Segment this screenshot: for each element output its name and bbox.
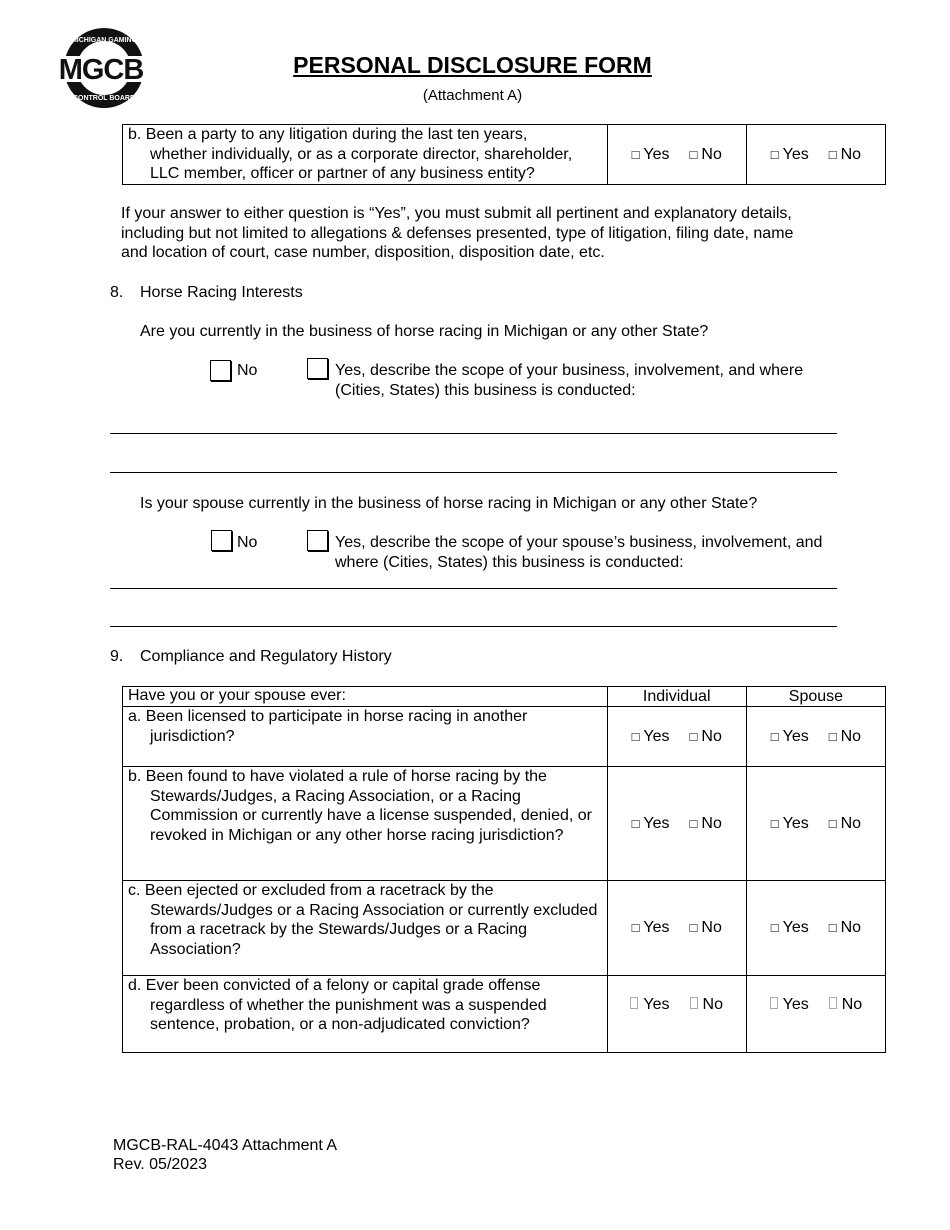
mgcb-logo: MGCB MICHIGAN GAMING CONTROL BOARD	[50, 28, 152, 108]
q1-yes-label: Yes, describe the scope of your business…	[335, 362, 804, 399]
question-text: Stewards/Judges, a Racing Association, o…	[150, 787, 593, 844]
question-text: b. Been found to have violated a rule of…	[128, 768, 547, 785]
spouse-yes-checkbox[interactable]: □ Yes	[770, 814, 809, 832]
spouse-yes-checkbox[interactable]: □ Yes	[770, 145, 809, 163]
answer-line[interactable]	[110, 433, 837, 434]
header-spouse: Spouse	[745, 686, 887, 707]
litigation-note: If your answer to either question is “Ye…	[121, 205, 794, 261]
question-text: jurisdiction?	[150, 727, 235, 745]
question-text: c. Been ejected or excluded from a racet…	[128, 882, 494, 899]
individual-no-checkbox[interactable]: No	[689, 995, 723, 1015]
spouse-no-checkbox[interactable]: □ No	[828, 814, 862, 832]
header-individual: Individual	[606, 686, 747, 707]
spouse-yes-checkbox[interactable]: Yes	[769, 995, 809, 1015]
answer-line[interactable]	[110, 472, 837, 473]
spouse-no-checkbox[interactable]: □ No	[828, 145, 862, 163]
svg-text:MGCB: MGCB	[59, 54, 144, 86]
compliance-table: Have you or your spouse ever: Individual…	[122, 686, 887, 1053]
answer-line[interactable]	[110, 626, 837, 627]
answer-line[interactable]	[110, 588, 837, 589]
svg-text:MICHIGAN GAMING: MICHIGAN GAMING	[71, 37, 138, 44]
section-8-title: Horse Racing Interests	[140, 284, 303, 301]
q2-yes-checkbox[interactable]	[307, 530, 328, 551]
individual-no-checkbox[interactable]: □ No	[689, 727, 722, 745]
section-9-number: 9.	[110, 648, 124, 665]
table-header-row: Have you or your spouse ever: Individual…	[122, 686, 887, 707]
header-question: Have you or your spouse ever:	[122, 686, 608, 707]
q2-yes-label: Yes, describe the scope of your spouse’s…	[335, 534, 823, 571]
page-subtitle: (Attachment A)	[422, 87, 523, 104]
q1-no-label: No	[237, 362, 258, 379]
question-text: d. Ever been convicted of a felony or ca…	[128, 977, 541, 994]
litigation-table: b. Been a party to any litigation during…	[122, 124, 887, 185]
page-title: PERSONAL DISCLOSURE FORM	[293, 52, 652, 78]
individual-no-checkbox[interactable]: □ No	[689, 145, 722, 163]
section-8-number: 8.	[110, 284, 124, 301]
table-row: b. Been a party to any litigation during…	[122, 124, 887, 185]
spouse-yes-checkbox[interactable]: □ Yes	[770, 727, 809, 745]
svg-text:CONTROL BOARD: CONTROL BOARD	[73, 95, 135, 102]
table-row: a. Been licensed to participate in horse…	[122, 706, 887, 767]
q1-yes-checkbox[interactable]	[307, 358, 328, 379]
individual-no-checkbox[interactable]: □ No	[689, 814, 722, 832]
footer-form-id: MGCB-RAL-4043 Attachment A	[113, 1137, 338, 1154]
individual-yes-checkbox[interactable]: Yes	[630, 995, 670, 1015]
question-text: a. Been licensed to participate in horse…	[128, 708, 528, 725]
table-row: c. Been ejected or excluded from a racet…	[122, 880, 887, 976]
q1-no-checkbox[interactable]	[210, 360, 231, 381]
footer-revision: Rev. 05/2023	[113, 1156, 207, 1173]
question-text: whether individually, or as a corporate …	[150, 145, 573, 183]
section-9-title: Compliance and Regulatory History	[140, 648, 392, 665]
spouse-no-checkbox[interactable]: □ No	[828, 727, 862, 745]
spouse-no-checkbox[interactable]: □ No	[828, 919, 862, 937]
question-text: regardless of whether the punishment was…	[150, 996, 547, 1034]
table-row: d. Ever been convicted of a felony or ca…	[122, 975, 887, 1053]
spouse-horse-racing-question: Is your spouse currently in the business…	[140, 495, 758, 512]
individual-no-checkbox[interactable]: □ No	[689, 919, 722, 937]
individual-yes-checkbox[interactable]: □ Yes	[631, 814, 670, 832]
question-text: b. Been a party to any litigation during…	[128, 126, 528, 143]
table-row: b. Been found to have violated a rule of…	[122, 766, 887, 881]
individual-yes-checkbox[interactable]: □ Yes	[631, 145, 670, 163]
q2-no-checkbox[interactable]	[211, 530, 232, 551]
question-text: Stewards/Judges or a Racing Association …	[150, 901, 598, 958]
individual-yes-checkbox[interactable]: □ Yes	[631, 919, 670, 937]
horse-racing-question: Are you currently in the business of hor…	[140, 323, 709, 340]
spouse-no-checkbox[interactable]: No	[828, 995, 862, 1015]
spouse-yes-checkbox[interactable]: □ Yes	[770, 919, 809, 937]
individual-yes-checkbox[interactable]: □ Yes	[631, 727, 670, 745]
q2-no-label: No	[237, 534, 258, 551]
